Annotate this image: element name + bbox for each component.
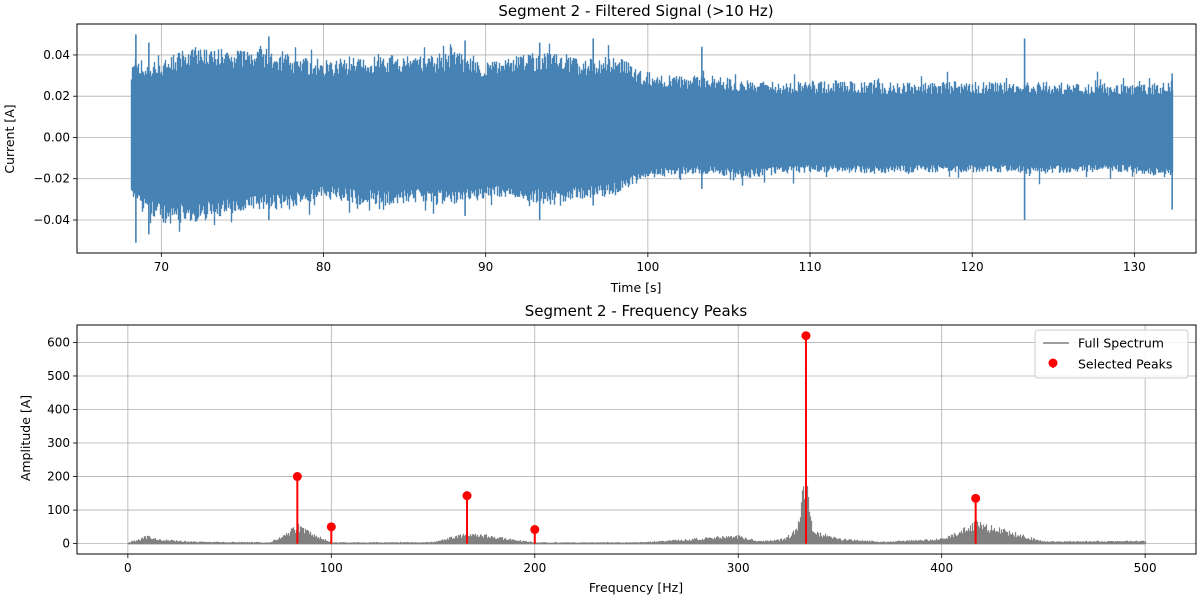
spectrum-x-tick-label: 0 <box>124 561 132 575</box>
spectrum-x-axis-label: Frequency [Hz] <box>589 580 683 595</box>
signal-y-tick-label: 0.04 <box>43 48 70 62</box>
spectrum-y-tick-label: 0 <box>62 537 70 551</box>
spectrum-y-tick-label: 500 <box>47 369 70 383</box>
signal-x-tick-label: 130 <box>1123 260 1146 274</box>
signal-ticks: 70 80 90 100 110 120 130 −0.04 −0.02 0.00 0.02 0.04 <box>33 48 1146 274</box>
selected-peak-marker <box>801 331 811 341</box>
spectrum-legend: Full Spectrum Selected Peaks <box>1034 329 1189 379</box>
legend-box <box>1034 329 1189 379</box>
signal-y-tick-label: 0.00 <box>43 130 70 144</box>
signal-y-tick-label: 0.02 <box>43 89 70 103</box>
signal-axes-frame <box>76 23 1197 254</box>
signal-x-axis-label: Time [s] <box>610 280 662 295</box>
signal-chart: Segment 2 - Filtered Signal (>10 Hz) 70 8… <box>2 2 1197 295</box>
spectrum-x-tick-label: 200 <box>523 561 546 575</box>
legend-selected-peaks-label: Selected Peaks <box>1078 357 1172 372</box>
legend-selected-peaks-marker <box>1048 358 1058 368</box>
spectrum-axes-frame <box>76 324 1197 555</box>
spectrum-y-tick-label: 400 <box>47 402 70 416</box>
spectrum-chart: Segment 2 - Frequency Peaks 0 100 200 300 40… <box>18 302 1197 595</box>
spectrum-x-tick-label: 500 <box>1134 561 1157 575</box>
signal-y-tick-label: −0.04 <box>33 213 70 227</box>
signal-x-tick-label: 100 <box>636 260 659 274</box>
signal-y-axis-label: Current [A] <box>2 104 17 173</box>
signal-plot-area <box>130 34 1174 243</box>
spectrum-y-tick-label: 300 <box>47 436 70 450</box>
legend-full-spectrum-label: Full Spectrum <box>1078 336 1164 351</box>
spectrum-y-axis-label: Amplitude [A] <box>18 395 33 481</box>
spectrum-y-tick-label: 100 <box>47 503 70 517</box>
selected-peak-marker <box>971 493 981 503</box>
spectrum-x-tick-label: 400 <box>930 561 953 575</box>
spectrum-chart-title: Segment 2 - Frequency Peaks <box>525 302 748 320</box>
signal-chart-title: Segment 2 - Filtered Signal (>10 Hz) <box>498 2 773 20</box>
spectrum-ticks: 0 100 200 300 400 500 0 100 200 300 400 500 600 <box>47 335 1156 575</box>
signal-x-tick-label: 110 <box>799 260 822 274</box>
spectrum-plot-area <box>127 331 1147 545</box>
spectrum-x-tick-label: 100 <box>320 561 343 575</box>
selected-peak-marker <box>462 491 472 501</box>
spectrum-x-tick-label: 300 <box>727 561 750 575</box>
signal-series-line <box>130 43 1174 232</box>
selected-peak-marker <box>530 525 540 535</box>
signal-x-tick-label: 120 <box>961 260 984 274</box>
selected-peak-marker <box>326 522 336 532</box>
signal-y-tick-label: −0.02 <box>33 172 70 186</box>
signal-x-tick-label: 90 <box>478 260 493 274</box>
spectrum-y-tick-label: 600 <box>47 335 70 349</box>
signal-x-tick-label: 70 <box>154 260 169 274</box>
signal-x-tick-label: 80 <box>316 260 331 274</box>
selected-peak-marker <box>292 472 302 482</box>
spectrum-y-tick-label: 200 <box>47 470 70 484</box>
